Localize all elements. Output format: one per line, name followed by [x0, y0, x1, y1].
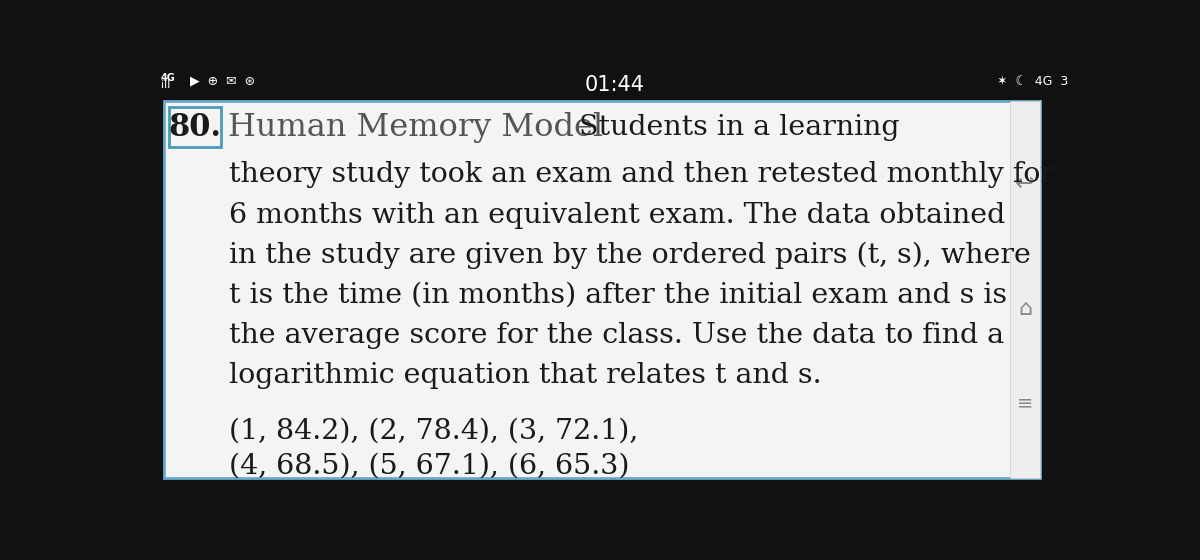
Text: 80.: 80.	[168, 112, 222, 143]
Text: ≡: ≡	[1016, 394, 1033, 412]
Text: (4, 68.5), (5, 67.1), (6, 65.3): (4, 68.5), (5, 67.1), (6, 65.3)	[229, 453, 630, 480]
Text: ⌂: ⌂	[1018, 298, 1032, 319]
FancyBboxPatch shape	[164, 101, 1039, 478]
Text: theory study took an exam and then retested monthly for: theory study took an exam and then retes…	[229, 161, 1054, 189]
Text: (1, 84.2), (2, 78.4), (3, 72.1),: (1, 84.2), (2, 78.4), (3, 72.1),	[229, 418, 638, 445]
Text: 01:44: 01:44	[586, 75, 646, 95]
FancyBboxPatch shape	[1010, 101, 1039, 478]
Text: 6 months with an equivalent exam. The data obtained: 6 months with an equivalent exam. The da…	[229, 202, 1006, 228]
Text: t is the time (in months) after the initial exam and s is: t is the time (in months) after the init…	[229, 282, 1007, 309]
Text: ▶  ⊕  ✉  ⊛: ▶ ⊕ ✉ ⊛	[191, 75, 256, 88]
Text: ↩: ↩	[1015, 172, 1034, 196]
Text: the average score for the class. Use the data to find a: the average score for the class. Use the…	[229, 321, 1004, 349]
Text: logarithmic equation that relates t and s.: logarithmic equation that relates t and …	[229, 362, 822, 389]
Text: in the study are given by the ordered pairs (t, s), where: in the study are given by the ordered pa…	[229, 241, 1031, 269]
Text: Human Memory Model: Human Memory Model	[228, 112, 602, 143]
Text: 4G: 4G	[161, 73, 175, 83]
FancyBboxPatch shape	[168, 107, 221, 147]
Bar	[150, 67, 1080, 98]
Text: Students in a learning: Students in a learning	[560, 114, 899, 141]
Text: ✶  ☾  4G  3: ✶ ☾ 4G 3	[997, 75, 1068, 88]
Text: ill: ill	[161, 80, 170, 90]
